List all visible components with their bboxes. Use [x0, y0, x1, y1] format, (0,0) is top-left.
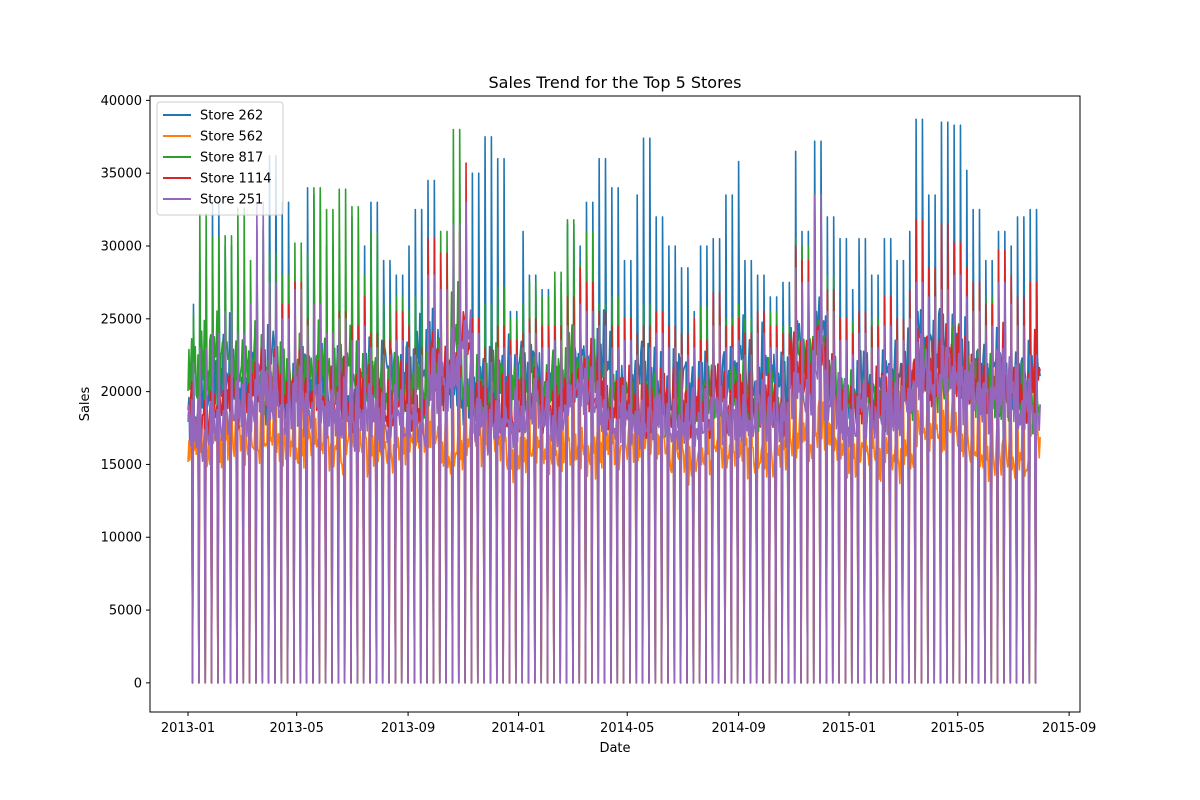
legend: Store 262 Store 562 Store 817 Store 1114 Sto…	[156, 101, 284, 216]
series-line-store-251	[187, 194, 1041, 684]
x-axis-title: Date	[599, 741, 630, 756]
x-tick-label: 2013-09	[381, 721, 435, 736]
x-tick-label: 2013-05	[270, 721, 324, 736]
legend-label: Store 262	[200, 109, 263, 124]
y-tick-label: 15000	[101, 458, 142, 473]
legend-label: Store 251	[200, 193, 263, 208]
y-tick-label: 5000	[109, 604, 142, 619]
y-tick-label: 0	[134, 676, 142, 691]
x-tick-label: 2014-09	[711, 721, 765, 736]
x-axis: 2013-01 2013-05 2013-09 2014-01 2014-05 2014-…	[161, 712, 1096, 736]
x-tick-label: 2015-09	[1042, 721, 1096, 736]
chart-title: Sales Trend for the Top 5 Stores	[489, 73, 742, 92]
series-line-store-562	[187, 347, 1041, 684]
x-tick-label: 2015-05	[931, 721, 985, 736]
y-tick-label: 25000	[101, 312, 142, 327]
y-axis-title: Sales	[78, 386, 93, 421]
x-tick-label: 2015-01	[822, 721, 876, 736]
legend-label: Store 562	[200, 130, 263, 145]
x-tick-label: 2014-05	[600, 721, 654, 736]
y-tick-label: 35000	[101, 167, 142, 182]
legend-label: Store 817	[200, 151, 263, 166]
y-tick-label: 40000	[101, 94, 142, 109]
plot-frame	[149, 95, 1081, 713]
series-lines	[187, 118, 1041, 684]
x-tick-label: 2013-01	[161, 721, 215, 736]
y-axis: 0 5000 10000 15000 20000 25000 30000 35000 40000	[101, 94, 150, 691]
y-tick-label: 30000	[101, 239, 142, 254]
y-tick-label: 20000	[101, 385, 142, 400]
y-tick-label: 10000	[101, 531, 142, 546]
legend-label: Store 1114	[200, 172, 272, 187]
x-tick-label: 2014-01	[491, 721, 545, 736]
legend-box	[156, 101, 284, 216]
